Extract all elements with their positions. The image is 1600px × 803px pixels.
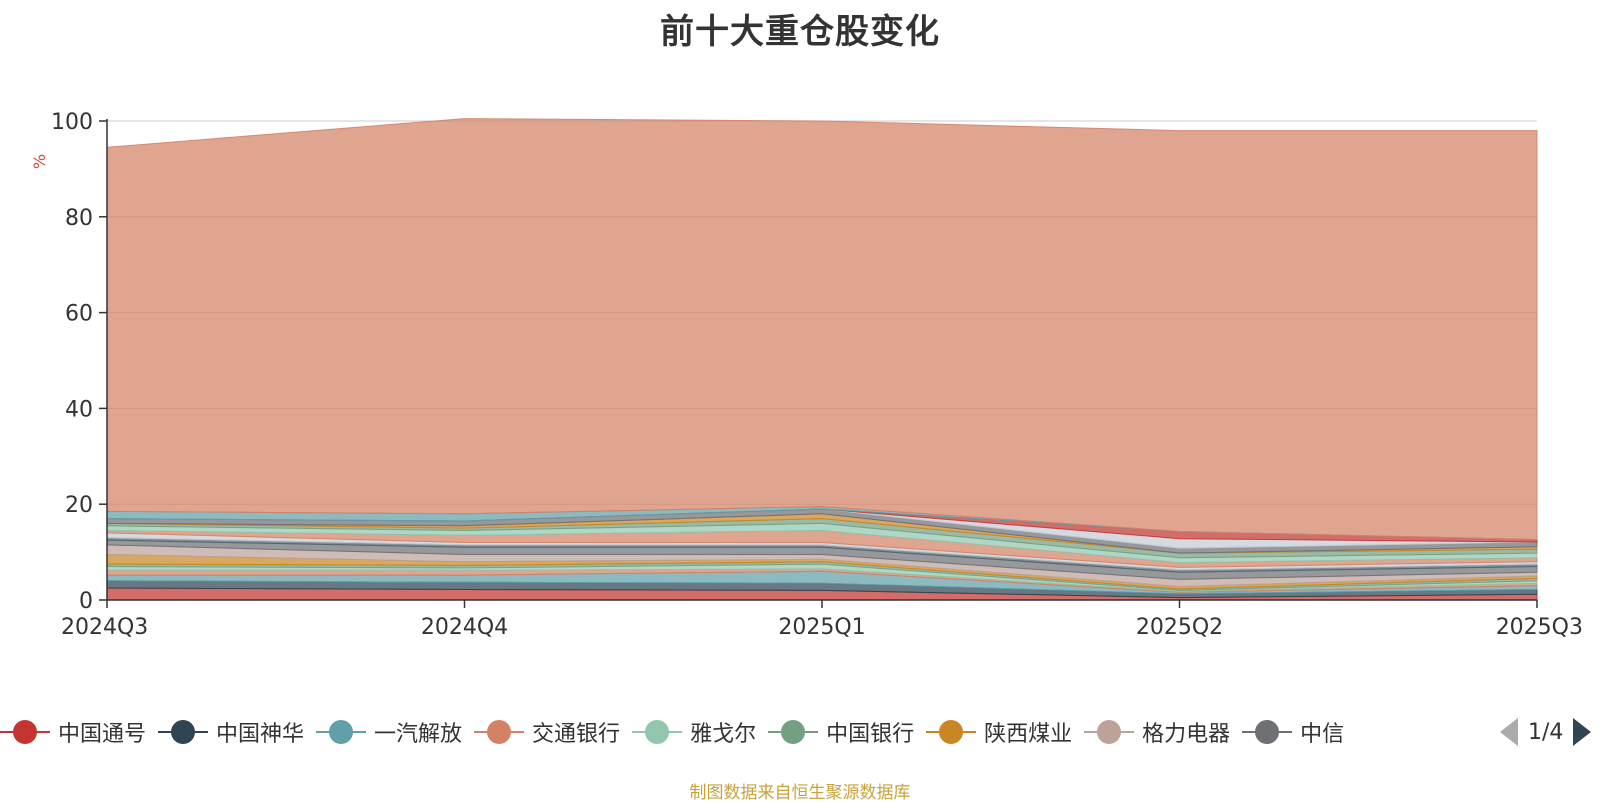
legend-item[interactable]: 一汽解放 — [316, 716, 462, 748]
x-tick-label: 2025Q3 — [1496, 615, 1583, 640]
legend-item[interactable]: 陕西煤业 — [926, 716, 1072, 748]
legend-swatch-icon — [474, 720, 525, 744]
y-tick-labels: 0 20 40 60 80 100 — [51, 110, 93, 614]
legend-swatch-icon — [926, 720, 977, 744]
y-tick-label: 0 — [79, 589, 93, 614]
legend-swatch-icon — [1242, 720, 1293, 744]
legend-label: 中国银行 — [826, 722, 915, 747]
x-tick-labels: 2024Q3 2024Q4 2025Q1 2025Q2 2025Q3 — [61, 615, 1583, 640]
legend-label: 雅戈尔 — [690, 722, 757, 747]
y-tick-label: 20 — [65, 493, 93, 518]
legend-item[interactable]: 中国通号 — [0, 716, 146, 748]
legend-item[interactable]: 格力电器 — [1084, 716, 1230, 748]
legend-label: 中信 — [1300, 722, 1345, 747]
x-tick-label: 2025Q2 — [1136, 615, 1223, 640]
legend-swatch-icon — [316, 720, 367, 744]
legend-item[interactable]: 中国神华 — [158, 716, 304, 748]
legend-items: 中国通号 中国神华 一汽解放 交通银行 雅戈尔 中国银行 陕西煤业 格力电器 中信 — [0, 712, 1356, 752]
legend-swatch-icon — [158, 720, 209, 744]
legend-page-indicator: 1/4 — [1528, 719, 1564, 745]
legend-label: 中国神华 — [216, 722, 305, 747]
legend-swatch-icon — [768, 720, 819, 744]
y-tick-label: 100 — [51, 110, 93, 135]
chart-title: 前十大重仓股变化 — [660, 12, 940, 52]
x-tick-label: 2024Q3 — [61, 615, 148, 640]
legend: 中国通号 中国神华 一汽解放 交通银行 雅戈尔 中国银行 陕西煤业 格力电器 中信 1/4 — [0, 712, 1600, 752]
legend-label: 陕西煤业 — [984, 722, 1073, 747]
legend-label: 一汽解放 — [374, 722, 463, 747]
legend-viewport: 中国通号 中国神华 一汽解放 交通银行 雅戈尔 中国银行 陕西煤业 格力电器 中信 — [0, 712, 1480, 752]
legend-label: 中国通号 — [58, 722, 147, 747]
x-tick-label: 2025Q1 — [778, 615, 865, 640]
legend-item[interactable]: 交通银行 — [474, 716, 620, 748]
legend-swatch-icon — [0, 720, 50, 744]
axes — [99, 119, 1538, 608]
y-tick-label: 80 — [65, 206, 93, 231]
legend-item[interactable]: 中国银行 — [768, 716, 914, 748]
area-series-20 — [106, 118, 1538, 541]
y-tick-label: 60 — [65, 302, 93, 327]
x-tick-label: 2024Q4 — [421, 615, 508, 640]
legend-swatch-icon — [632, 720, 683, 744]
legend-next-icon[interactable] — [1573, 718, 1592, 746]
area-series — [106, 118, 1538, 601]
legend-item[interactable]: 中信 — [1242, 716, 1344, 748]
legend-item[interactable]: 雅戈尔 — [632, 716, 756, 748]
legend-label: 格力电器 — [1142, 722, 1231, 747]
legend-pager: 1/4 — [1500, 712, 1592, 752]
y-tick-label: 40 — [65, 397, 93, 422]
legend-swatch-icon — [1084, 720, 1135, 744]
source-note: 制图数据来自恒生聚源数据库 — [689, 783, 911, 803]
legend-prev-icon[interactable] — [1500, 718, 1518, 746]
legend-label: 交通银行 — [532, 722, 621, 747]
